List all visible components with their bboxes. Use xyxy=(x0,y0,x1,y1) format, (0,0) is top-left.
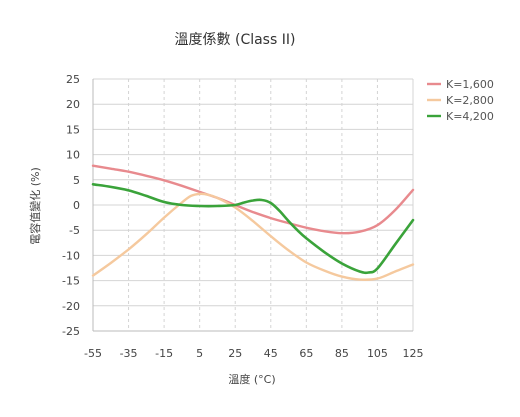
x-tick-label: -55 xyxy=(84,347,102,360)
y-tick-label: -25 xyxy=(62,325,80,338)
y-tick-label: 10 xyxy=(66,149,80,162)
x-axis-label: 溫度 (°C) xyxy=(228,372,275,386)
y-tick-label: 20 xyxy=(66,98,80,111)
y-axis-label: 電容值變化 (%) xyxy=(28,167,42,245)
legend-label-k-4-200: K=4,200 xyxy=(446,110,494,123)
series-line-k-2-800 xyxy=(91,192,415,281)
y-axis-ticks: 25 20 15 10 5 0 -5 -10 -15 -20 -25 xyxy=(62,73,80,338)
legend-label-k-1-600: K=1,600 xyxy=(446,78,494,91)
y-tick-label: 15 xyxy=(66,123,80,136)
x-tick-label: 125 xyxy=(403,347,424,360)
x-tick-label: 25 xyxy=(228,347,242,360)
y-tick-label: -15 xyxy=(62,275,80,288)
series-line-k-1-600 xyxy=(91,164,415,235)
legend-label-k-2-800: K=2,800 xyxy=(446,94,494,107)
x-tick-label: 45 xyxy=(264,347,278,360)
legend: K=1,600 K=2,800 K=4,200 xyxy=(427,78,494,123)
x-tick-label: 105 xyxy=(367,347,388,360)
chart-title: 溫度係數 (Class II) xyxy=(175,32,296,48)
x-tick-label: 85 xyxy=(335,347,349,360)
series-line-k-4-200 xyxy=(91,183,415,275)
series-lines xyxy=(91,164,415,281)
y-tick-label: 0 xyxy=(73,199,80,212)
y-tick-label: -5 xyxy=(69,224,80,237)
y-tick-label: 25 xyxy=(66,73,80,86)
x-axis-ticks: -55 -35 -15 5 25 45 65 85 105 125 xyxy=(84,347,423,360)
x-tick-label: -35 xyxy=(120,347,138,360)
y-tick-label: 5 xyxy=(73,174,80,187)
x-tick-label: 5 xyxy=(196,347,203,360)
grid-lines xyxy=(92,78,414,332)
y-tick-label: -20 xyxy=(62,300,80,313)
y-tick-label: -10 xyxy=(62,249,80,262)
x-tick-label: 65 xyxy=(299,347,313,360)
x-tick-label: -15 xyxy=(155,347,173,360)
